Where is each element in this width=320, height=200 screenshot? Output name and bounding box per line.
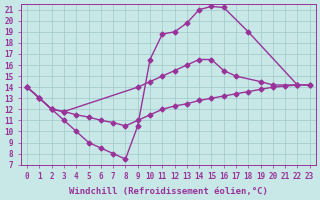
X-axis label: Windchill (Refroidissement éolien,°C): Windchill (Refroidissement éolien,°C) <box>69 187 268 196</box>
